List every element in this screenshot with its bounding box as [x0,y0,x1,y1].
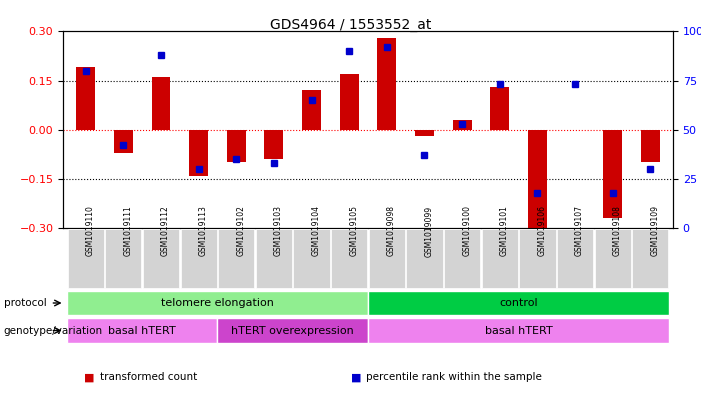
Bar [604,130,622,218]
Bar [264,130,283,159]
Bar [528,130,547,228]
FancyBboxPatch shape [67,318,217,343]
Bar [453,120,472,130]
Text: GSM1019110: GSM1019110 [86,206,95,256]
Text: telomere elongation: telomere elongation [161,298,274,308]
Text: GSM1019105: GSM1019105 [349,206,358,257]
FancyBboxPatch shape [594,229,631,288]
FancyBboxPatch shape [368,291,669,315]
Text: GSM1019113: GSM1019113 [198,206,207,256]
Text: GSM1019107: GSM1019107 [575,206,584,257]
Bar [491,87,509,130]
Bar [641,130,660,162]
Bar [151,77,170,130]
Text: ■: ■ [350,372,361,382]
Text: GDS4964 / 1553552_at: GDS4964 / 1553552_at [270,18,431,32]
Text: basal hTERT: basal hTERT [484,325,552,336]
Bar [302,90,321,130]
Text: GSM1019103: GSM1019103 [274,206,283,257]
Text: hTERT overexpression: hTERT overexpression [231,325,354,336]
FancyBboxPatch shape [181,229,217,288]
Text: GSM1019100: GSM1019100 [462,206,471,257]
Bar [76,68,95,130]
Bar [189,130,208,176]
FancyBboxPatch shape [294,229,329,288]
FancyBboxPatch shape [368,318,669,343]
FancyBboxPatch shape [105,229,142,288]
FancyBboxPatch shape [407,229,442,288]
Text: percentile rank within the sample: percentile rank within the sample [366,372,542,382]
Text: GSM1019111: GSM1019111 [123,206,132,256]
FancyBboxPatch shape [444,229,480,288]
FancyBboxPatch shape [632,229,669,288]
Bar [114,130,132,152]
FancyBboxPatch shape [218,229,254,288]
FancyBboxPatch shape [67,291,368,315]
Text: GSM1019098: GSM1019098 [387,206,396,257]
FancyBboxPatch shape [143,229,179,288]
Text: GSM1019106: GSM1019106 [538,206,547,257]
Text: GSM1019101: GSM1019101 [500,206,509,256]
Text: GSM1019099: GSM1019099 [425,206,433,257]
Text: ■: ■ [84,372,95,382]
Bar [340,74,359,130]
Text: protocol: protocol [4,298,46,308]
Text: transformed count: transformed count [100,372,197,382]
Text: control: control [499,298,538,308]
Bar [377,38,396,130]
Text: genotype/variation: genotype/variation [4,325,102,336]
FancyBboxPatch shape [331,229,367,288]
FancyBboxPatch shape [482,229,518,288]
FancyBboxPatch shape [67,229,104,288]
Text: GSM1019102: GSM1019102 [236,206,245,256]
Text: basal hTERT: basal hTERT [108,325,176,336]
Text: GSM1019104: GSM1019104 [311,206,320,257]
Bar [415,130,434,136]
Bar [227,130,245,162]
Text: GSM1019109: GSM1019109 [651,206,660,257]
FancyBboxPatch shape [519,229,555,288]
FancyBboxPatch shape [557,229,593,288]
Text: GSM1019112: GSM1019112 [161,206,170,256]
FancyBboxPatch shape [217,318,368,343]
Text: GSM1019108: GSM1019108 [613,206,622,256]
FancyBboxPatch shape [256,229,292,288]
FancyBboxPatch shape [369,229,405,288]
